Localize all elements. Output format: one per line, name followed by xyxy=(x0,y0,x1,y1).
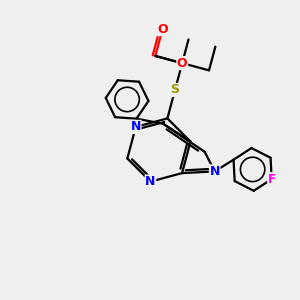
Text: N: N xyxy=(145,175,156,188)
Text: O: O xyxy=(157,22,168,36)
Text: S: S xyxy=(170,83,179,97)
Text: N: N xyxy=(130,120,141,134)
Text: O: O xyxy=(177,57,188,70)
Text: N: N xyxy=(209,165,220,178)
Text: F: F xyxy=(268,172,276,186)
